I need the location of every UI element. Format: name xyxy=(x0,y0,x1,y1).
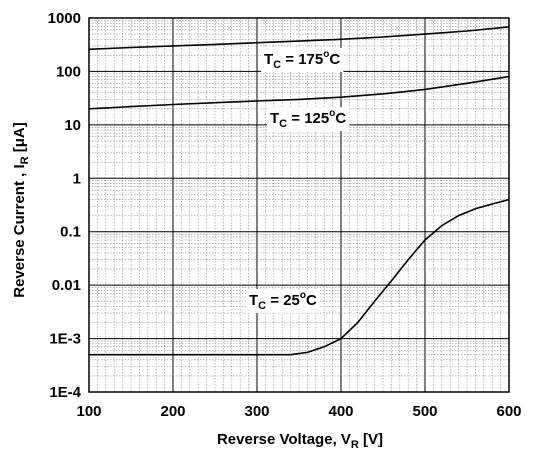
y-tick-label: 10 xyxy=(64,117,81,134)
series-line-175c xyxy=(88,26,510,51)
y-axis-label: Reverse Current , IR [μA] xyxy=(11,122,31,298)
series-label-175c: TC = 175oC xyxy=(264,49,340,71)
y-tick-label: 0.1 xyxy=(60,224,81,241)
series-label-bg-25 xyxy=(246,289,321,313)
y-tick-label: 1E-3 xyxy=(49,331,81,348)
y-tick-label: 0.01 xyxy=(52,277,81,294)
plot-frame xyxy=(88,17,510,393)
y-tick-label: 100 xyxy=(56,63,81,80)
x-axis-label: Reverse Voltage, VR [V] xyxy=(217,431,383,451)
y-tick-label: 1 xyxy=(73,170,81,187)
y-tick-label: 1000 xyxy=(48,10,81,27)
x-tick-label: 500 xyxy=(412,403,437,420)
y-tick-label: 1E-4 xyxy=(49,384,81,401)
x-tick-labels: 100 200 300 400 500 600 xyxy=(76,403,521,420)
series-label-25c: TC = 25oC xyxy=(249,290,317,312)
y-tick-labels: 1000 100 10 1 0.1 0.01 1E-3 1E-4 xyxy=(48,10,82,401)
x-tick-label: 600 xyxy=(496,403,521,420)
grid xyxy=(88,18,510,393)
series-label-125c: TC = 125oC xyxy=(270,108,346,130)
series-line-125c xyxy=(88,75,510,110)
x-tick-label: 300 xyxy=(244,403,269,420)
x-tick-label: 400 xyxy=(328,403,353,420)
x-tick-label: 100 xyxy=(76,403,101,420)
series-lines xyxy=(88,26,510,356)
series-label-bg-175 xyxy=(261,48,344,72)
x-tick-label: 200 xyxy=(160,403,185,420)
series-line-25c xyxy=(89,198,510,356)
series-label-bg-125 xyxy=(267,107,350,131)
